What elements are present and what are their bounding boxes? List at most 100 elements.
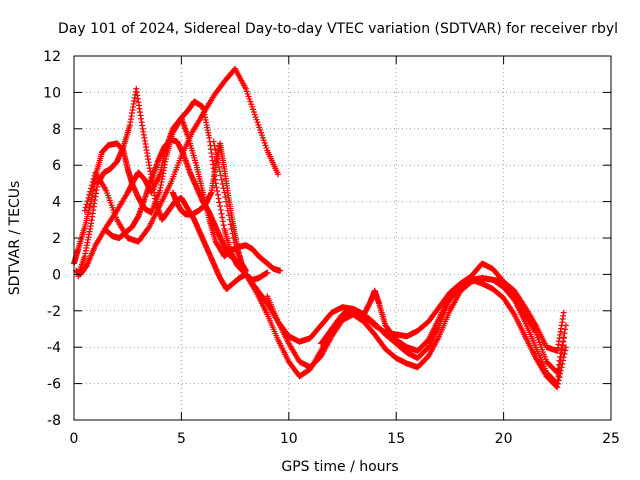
data-point <box>87 188 94 195</box>
data-point <box>216 199 223 206</box>
x-axis-label: GPS time / hours <box>281 459 398 475</box>
y-tick-label: -6 <box>47 377 61 393</box>
data-point <box>229 230 236 237</box>
data-point <box>230 235 237 241</box>
data-point <box>562 322 569 329</box>
series-pass-10 <box>318 260 569 376</box>
y-tick-label: 8 <box>52 122 61 138</box>
data-point <box>224 203 231 210</box>
y-tick-label: 2 <box>52 231 61 247</box>
data-point <box>510 310 517 317</box>
data-point <box>560 338 567 345</box>
data-point <box>215 195 222 202</box>
data-point <box>218 176 225 183</box>
data-point <box>214 191 221 198</box>
y-tick-label: 0 <box>52 267 61 283</box>
data-point <box>210 138 217 145</box>
data-point <box>211 142 218 149</box>
data-point <box>221 189 228 196</box>
series-pass-8 <box>242 271 569 391</box>
data-point <box>232 256 239 263</box>
y-tick-label: 10 <box>43 85 61 101</box>
data-point <box>228 225 235 232</box>
y-tick-label: -2 <box>47 304 61 320</box>
data-point <box>81 207 88 214</box>
series-pass-9 <box>264 275 567 387</box>
data-point <box>556 357 563 364</box>
data-point <box>222 194 229 201</box>
data-point <box>218 210 225 217</box>
data-point <box>214 155 221 162</box>
data-point <box>557 353 564 360</box>
x-tick-label: 0 <box>70 431 79 447</box>
x-tick-label: 10 <box>280 431 298 447</box>
data-point <box>217 203 224 210</box>
y-tick-label: 4 <box>52 195 61 211</box>
data-point <box>562 344 569 351</box>
data-point <box>224 207 231 214</box>
data-point <box>213 151 220 158</box>
data-point <box>277 267 284 274</box>
x-tick-label: 20 <box>495 431 513 447</box>
data-point <box>219 181 226 188</box>
series-pass-7 <box>210 138 567 354</box>
data-point <box>227 221 234 228</box>
data-point <box>557 349 564 356</box>
data-point <box>217 172 224 179</box>
y-axis-label: SDTVAR / TECUs <box>7 181 23 296</box>
data-point <box>561 350 568 357</box>
data-point <box>555 361 562 368</box>
series-pass-4 <box>81 65 282 245</box>
data-point <box>83 201 90 208</box>
data-point <box>84 198 91 205</box>
data-point <box>560 309 567 316</box>
y-tick-label: 6 <box>52 158 61 174</box>
chart-title: Day 101 of 2024, Sidereal Day-to-day VTE… <box>58 21 618 37</box>
data-point <box>558 346 565 353</box>
data-point <box>89 179 96 186</box>
data-point <box>88 182 95 189</box>
data-point <box>275 171 282 178</box>
data-point <box>85 194 92 201</box>
data-point <box>145 225 152 232</box>
y-tick-label: 12 <box>43 49 61 65</box>
data-point <box>82 204 89 211</box>
data-point <box>559 342 566 349</box>
data-point <box>215 159 222 166</box>
data-point <box>220 222 227 229</box>
data-point <box>217 206 224 213</box>
axes: -8 -6 -4 -2 0 2 4 6 8 10 12 0 5 10 15 20 25 <box>43 49 620 447</box>
y-tick-label: -4 <box>47 340 61 356</box>
x-tick-label: 15 <box>387 431 405 447</box>
data-point <box>214 187 221 194</box>
data-point <box>560 334 567 341</box>
data-point <box>219 214 226 221</box>
data-point <box>554 369 561 376</box>
grid-lines <box>74 56 611 420</box>
data-point <box>553 368 560 375</box>
data-point <box>555 365 562 372</box>
data-point <box>226 216 233 223</box>
data-point <box>215 164 222 171</box>
data-point <box>264 269 271 276</box>
data-points <box>71 65 569 391</box>
data-point <box>225 212 232 219</box>
data-point <box>88 185 95 192</box>
y-tick-label: -8 <box>47 413 61 429</box>
data-point <box>212 147 219 154</box>
x-tick-label: 25 <box>602 431 620 447</box>
data-point <box>231 239 238 246</box>
data-point <box>86 191 93 198</box>
series-pass-3 <box>75 85 249 292</box>
data-point <box>562 326 569 333</box>
data-point <box>561 330 568 337</box>
data-point <box>90 175 97 182</box>
data-point <box>213 184 220 191</box>
data-point <box>223 198 230 205</box>
data-point <box>220 185 227 192</box>
x-tick-label: 5 <box>177 431 186 447</box>
data-point <box>562 347 569 354</box>
data-point <box>219 218 226 225</box>
series-pass-5 <box>103 136 239 263</box>
